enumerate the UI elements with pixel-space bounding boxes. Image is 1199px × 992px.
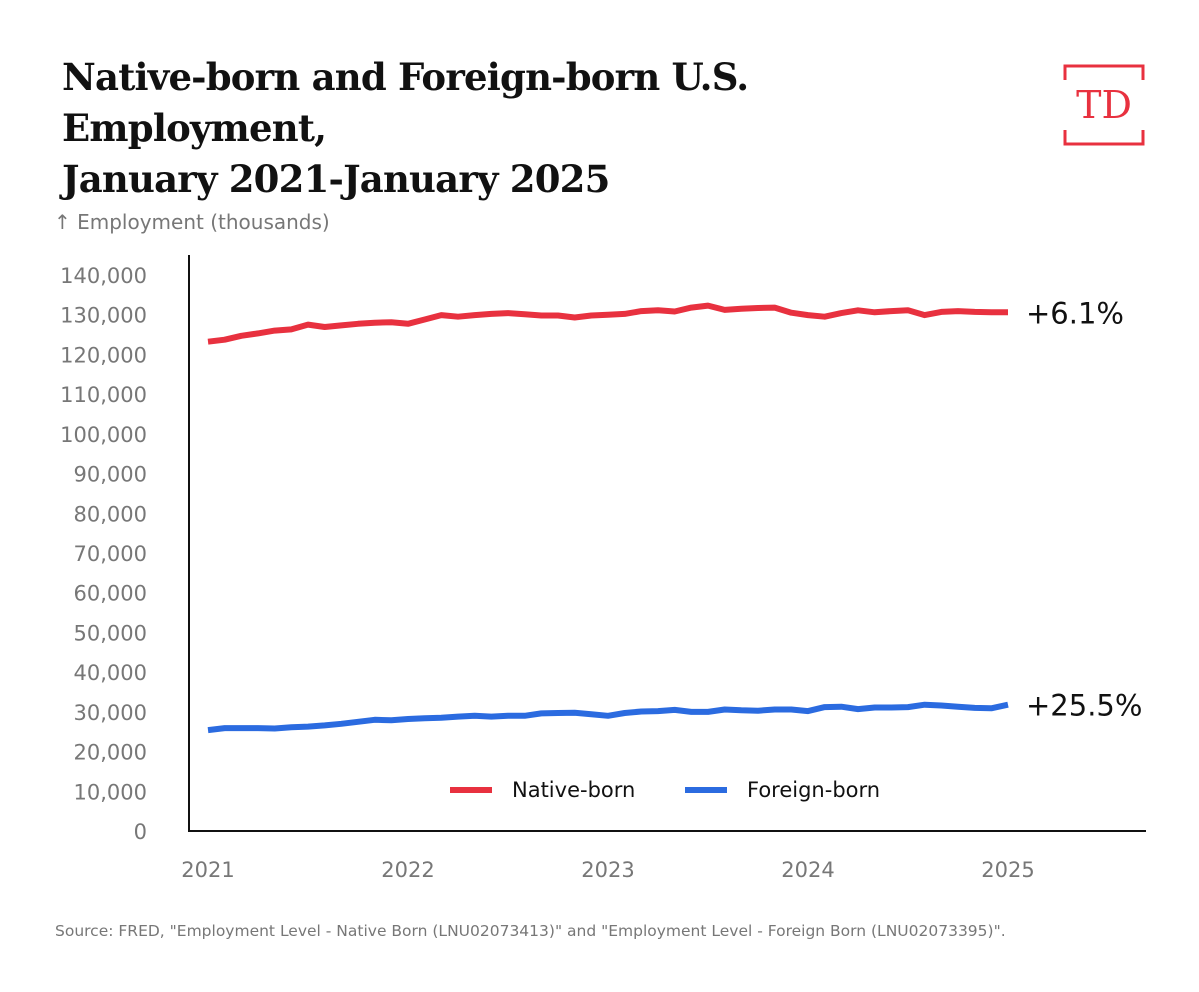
x-tick-label: 2023 [581, 858, 634, 882]
y-tick-label: 0 [134, 820, 147, 844]
y-tick-label: 110,000 [60, 383, 147, 407]
x-tick-labels: 2021 2022 2023 2024 2025 [181, 858, 1034, 882]
series-end-label: +6.1% [1026, 296, 1124, 330]
x-tick-label: 2025 [981, 858, 1034, 882]
y-tick-label: 80,000 [74, 502, 147, 526]
legend-label-foreign: Foreign-born [747, 778, 880, 802]
chart-title-line-2: January 2021-January 2025 [62, 157, 610, 201]
x-tick-label: 2021 [181, 858, 234, 882]
y-tick-label: 70,000 [74, 542, 147, 566]
x-tick-label: 2022 [381, 858, 434, 882]
series-end-label: +25.5% [1026, 689, 1142, 723]
legend-label-native: Native-born [512, 778, 635, 802]
native-born-line [207, 302, 1008, 345]
y-tick-label: 60,000 [74, 582, 147, 606]
x-tick-label: 2024 [781, 858, 834, 882]
employment-line-chart: ↑ Employment (thousands) 0 10,000 20,000 30… [54, 210, 1146, 882]
y-tick-label: 120,000 [60, 343, 147, 367]
y-tick-label: 140,000 [60, 264, 147, 288]
source-note: Source: FRED, "Employment Level - Native… [55, 922, 1006, 940]
y-tick-label: 20,000 [74, 741, 147, 765]
y-tick-label: 40,000 [74, 661, 147, 685]
y-tick-label: 30,000 [74, 701, 147, 725]
series-lines [207, 302, 1009, 734]
y-tick-label: 100,000 [60, 423, 147, 447]
legend: Native-born Foreign-born [450, 778, 880, 802]
series-end-labels: +6.1% +25.5% [1026, 296, 1142, 722]
y-axis-label: ↑ Employment (thousands) [54, 210, 330, 234]
logo-bracket-bottom [1063, 130, 1145, 146]
y-tick-labels: 0 10,000 20,000 30,000 40,000 50,000 60,000 70,… [60, 264, 147, 844]
y-tick-label: 130,000 [60, 304, 147, 328]
chart-title: Native-born and Foreign-born U.S. Employ… [62, 52, 1022, 205]
logo-bracket-top [1063, 64, 1145, 80]
y-tick-label: 10,000 [74, 780, 147, 804]
y-tick-label: 50,000 [74, 621, 147, 645]
td-logo: TD [1063, 64, 1145, 146]
logo-text: TD [1076, 83, 1132, 127]
y-tick-label: 90,000 [74, 463, 147, 487]
chart-title-line-1: Native-born and Foreign-born U.S. Employ… [62, 55, 749, 150]
foreign-born-line [207, 701, 1009, 734]
